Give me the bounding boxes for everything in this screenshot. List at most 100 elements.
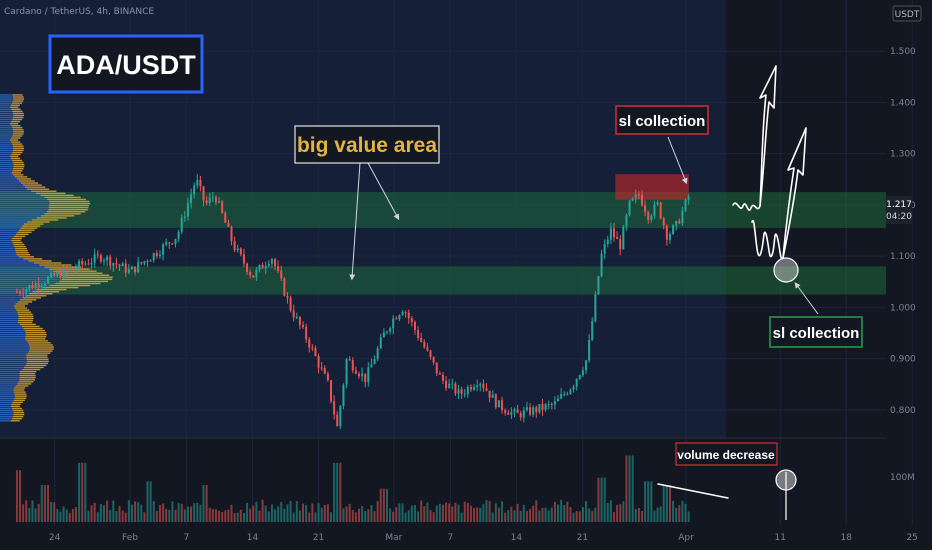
volume-bar <box>317 503 320 522</box>
candle-body <box>134 266 137 273</box>
profile-bar <box>0 379 20 381</box>
profile-bar <box>0 129 13 131</box>
profile-bar <box>0 297 23 299</box>
candle-body <box>379 337 382 349</box>
candle-body <box>196 179 199 186</box>
profile-bar <box>0 303 16 305</box>
profile-bar <box>24 329 45 332</box>
profile-bar <box>0 194 41 197</box>
profile-bar <box>55 282 101 285</box>
candle-body <box>619 239 622 250</box>
profile-bar <box>0 348 30 350</box>
candle-body <box>81 261 84 265</box>
candle-body <box>373 359 376 365</box>
candle-body <box>333 401 336 415</box>
profile-bar <box>40 215 75 217</box>
volume-bar <box>106 500 109 522</box>
volume-bar <box>516 503 519 522</box>
volume-bar <box>357 508 360 522</box>
volume-bar <box>451 506 454 522</box>
candle-body <box>106 256 109 261</box>
volume-bar <box>457 504 460 522</box>
candle-body <box>454 383 457 394</box>
profile-bar <box>0 249 16 252</box>
volume-bar <box>218 510 221 522</box>
volume-bar <box>298 510 301 522</box>
profile-bar <box>12 149 24 151</box>
profile-bar <box>0 116 13 119</box>
profile-bar <box>0 299 20 301</box>
candle-body <box>382 332 385 338</box>
volume-bar <box>84 462 87 522</box>
candle-body <box>34 283 37 289</box>
volume-bar <box>230 504 233 522</box>
profile-bar <box>12 133 24 135</box>
profile-bar <box>11 239 21 242</box>
profile-bar <box>0 280 60 283</box>
profile-bar <box>44 266 82 268</box>
profile-bar <box>0 301 18 303</box>
profile-bar <box>13 98 24 100</box>
profile-bar <box>0 157 12 160</box>
candle-body <box>597 276 600 295</box>
candle-body <box>224 212 227 223</box>
volume-bar <box>553 501 556 522</box>
profile-bar <box>0 225 23 227</box>
candle-body <box>193 185 196 195</box>
volume-bar <box>186 506 189 522</box>
volume-bar <box>572 512 575 522</box>
volume-bar <box>379 488 382 522</box>
candle-body <box>501 400 504 410</box>
candle-body <box>252 275 255 278</box>
price-countdown: 04:20 <box>886 212 912 222</box>
profile-bar <box>35 192 66 195</box>
volume-bar <box>488 501 491 522</box>
profile-bar <box>13 305 25 307</box>
profile-bar <box>13 243 25 246</box>
candle-body <box>37 283 40 288</box>
volume-bar <box>494 503 497 522</box>
candle-body <box>367 367 370 383</box>
candle-body <box>588 340 591 361</box>
y-tick-label: 0.900 <box>890 355 916 365</box>
candle-body <box>286 295 289 298</box>
candle-body <box>631 198 634 201</box>
volume-bar <box>563 504 566 522</box>
profile-bar <box>0 213 45 215</box>
profile-bar <box>9 122 19 125</box>
candle-body <box>385 331 388 333</box>
candle-body <box>62 268 65 278</box>
profile-bar <box>15 385 29 387</box>
volume-profile <box>0 94 113 422</box>
volume-bar <box>53 502 56 522</box>
candle-body <box>174 238 177 244</box>
profile-bar <box>22 184 42 186</box>
candle-body <box>93 254 96 263</box>
volume-bar <box>34 508 37 522</box>
volume-bar <box>438 503 441 522</box>
profile-bar <box>43 286 79 289</box>
volume-bar <box>270 504 273 522</box>
volume-bar <box>454 502 457 522</box>
volume-bar <box>202 485 205 522</box>
volume-bar <box>165 508 168 522</box>
volume-bar <box>581 507 584 522</box>
volume-bar <box>616 504 619 522</box>
volume-bar <box>544 507 547 522</box>
profile-bar <box>0 96 14 98</box>
profile-bar <box>18 229 35 231</box>
profile-bar <box>0 286 44 289</box>
profile-bar <box>10 104 20 106</box>
x-tick-label: 21 <box>577 533 588 543</box>
volume-bar <box>236 512 239 522</box>
candle-body <box>656 202 659 205</box>
y-tick-label: 1.500 <box>890 47 916 57</box>
candle-body <box>448 383 451 389</box>
x-tick-label: 7 <box>448 533 454 543</box>
candle-body <box>65 268 68 270</box>
candle-body <box>180 217 183 232</box>
x-tick-label: 7 <box>184 533 190 543</box>
candle-body <box>401 312 404 316</box>
candle-body <box>221 201 224 213</box>
profile-bar <box>26 188 50 190</box>
